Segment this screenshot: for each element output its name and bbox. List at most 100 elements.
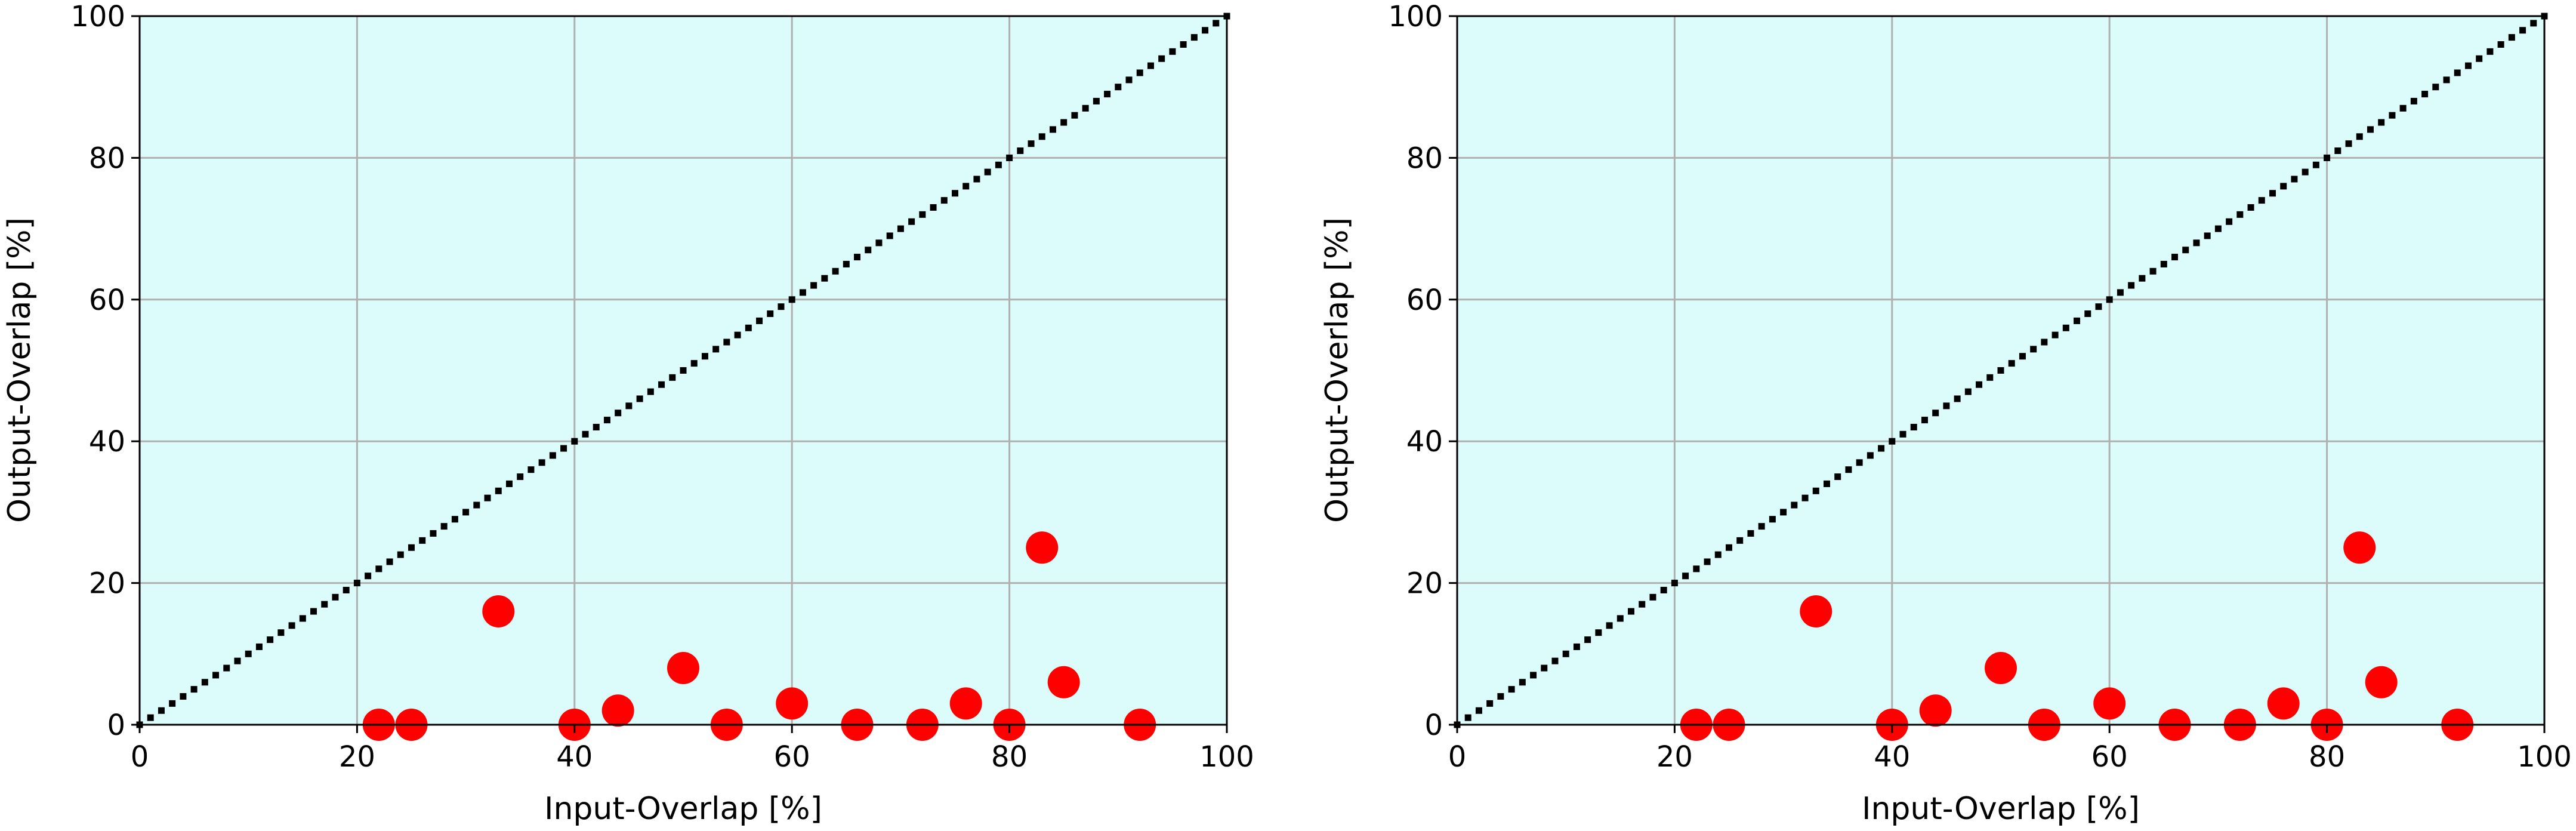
identity-line-marker: [408, 544, 415, 551]
identity-line-marker: [1639, 601, 1646, 608]
identity-line-marker: [647, 388, 654, 395]
identity-line-marker: [2530, 20, 2537, 27]
identity-line-marker: [473, 501, 480, 509]
identity-line-marker: [2247, 204, 2254, 211]
identity-line-marker: [1932, 410, 1939, 417]
identity-line-marker: [1017, 147, 1024, 155]
data-point: [667, 652, 699, 685]
identity-line-marker: [767, 310, 774, 318]
identity-line-marker: [1660, 586, 1667, 593]
identity-line-marker: [897, 225, 904, 232]
data-point: [482, 595, 515, 628]
data-point: [2343, 531, 2376, 564]
x-tick-label: 100: [1199, 740, 1254, 774]
identity-line-marker: [397, 551, 404, 558]
identity-line-marker: [1726, 544, 1732, 551]
identity-line-marker: [2106, 296, 2113, 303]
identity-line-marker: [386, 558, 393, 565]
y-tick-label: 0: [107, 709, 125, 742]
identity-line-marker: [593, 423, 600, 430]
identity-line-marker: [1584, 636, 1591, 644]
identity-line-marker: [1954, 395, 1961, 402]
identity-line-marker: [1649, 593, 1656, 601]
plot-frame: [138, 15, 1228, 726]
y-tick-label: 60: [89, 284, 125, 317]
identity-line-marker: [2378, 119, 2385, 126]
identity-line-marker: [2356, 133, 2363, 140]
identity-line-marker: [201, 679, 208, 686]
identity-line-marker: [2399, 104, 2407, 112]
identity-line-marker: [451, 516, 458, 523]
identity-line-marker: [1169, 48, 1176, 55]
identity-line-marker: [2421, 91, 2429, 98]
identity-line-marker: [571, 438, 578, 445]
x-tick-label: 20: [339, 740, 375, 774]
x-tick-label: 80: [2309, 740, 2345, 774]
identity-line-marker: [1508, 686, 1515, 693]
identity-line-marker: [1497, 693, 1504, 700]
identity-line-marker: [603, 417, 610, 424]
identity-line-marker: [1714, 551, 1722, 558]
x-tick-label: 20: [1656, 740, 1693, 774]
identity-line-marker: [2432, 84, 2439, 91]
identity-line-marker: [788, 296, 795, 303]
identity-line-marker: [2041, 338, 2048, 346]
identity-line-marker: [158, 707, 165, 714]
identity-line-marker: [1791, 501, 1798, 509]
identity-line-marker: [1986, 374, 1994, 381]
x-axis-label: Input-Overlap [%]: [1862, 791, 2140, 827]
identity-line-marker: [669, 374, 676, 381]
identity-line-marker: [1551, 657, 1559, 664]
identity-line-marker: [625, 402, 633, 410]
identity-line-marker: [245, 650, 252, 657]
identity-line-marker: [180, 693, 187, 700]
identity-line-marker: [1834, 473, 1841, 481]
identity-line-marker: [875, 239, 883, 247]
identity-line-marker: [1028, 140, 1035, 147]
identity-line-marker: [843, 260, 850, 267]
identity-line-marker: [952, 190, 958, 197]
x-tick-labels: 0 20 40 60 80 100: [131, 740, 1254, 774]
data-point: [949, 687, 982, 720]
identity-line-marker: [1628, 608, 1635, 615]
identity-line-marker: [1921, 417, 1928, 424]
identity-line-marker: [690, 360, 698, 367]
y-tick-label: 20: [1406, 567, 1443, 601]
identity-line-marker: [1071, 112, 1078, 119]
identity-line-marker: [1899, 430, 1906, 438]
identity-line-marker: [1038, 133, 1045, 140]
identity-line-marker: [332, 593, 339, 601]
x-tick-label: 80: [991, 740, 1028, 774]
identity-line-marker: [440, 523, 448, 530]
data-point: [1800, 595, 1832, 628]
y-tick-label: 80: [89, 141, 125, 175]
identity-line-marker: [1910, 423, 1917, 430]
x-tick-label: 60: [2091, 740, 2128, 774]
identity-line-marker: [2443, 76, 2450, 84]
y-tick-label: 40: [1406, 425, 1443, 458]
identity-line-marker: [1180, 41, 1187, 48]
identity-line-marker: [2074, 317, 2081, 324]
identity-line-marker: [2410, 97, 2417, 104]
identity-line-marker: [1202, 27, 1209, 34]
identity-line-marker: [353, 580, 360, 587]
identity-line-marker: [1213, 20, 1220, 27]
identity-line-marker: [832, 267, 839, 275]
identity-line-marker: [1616, 615, 1624, 622]
identity-line-marker: [505, 480, 513, 487]
identity-line-marker: [430, 530, 437, 537]
identity-line-marker: [2051, 331, 2059, 338]
identity-line-marker: [484, 494, 491, 501]
identity-line-marker: [538, 459, 545, 466]
identity-line-marker: [2117, 289, 2124, 296]
identity-line-marker: [343, 586, 350, 593]
y-tick-label: 100: [70, 0, 125, 33]
identity-line-marker: [375, 565, 382, 573]
identity-line-marker: [2204, 232, 2211, 239]
identity-line-marker: [2008, 360, 2015, 367]
identity-line-marker: [1562, 650, 1569, 657]
identity-line-marker: [1801, 494, 1809, 501]
identity-line-marker: [995, 161, 1002, 168]
identity-line-marker: [2476, 55, 2483, 62]
